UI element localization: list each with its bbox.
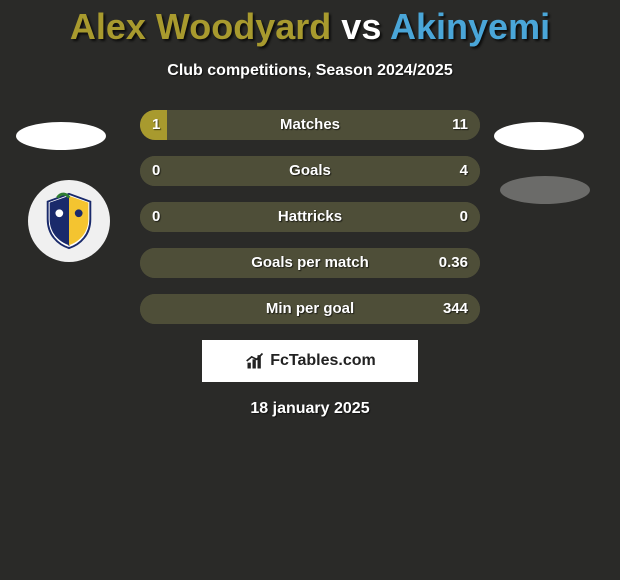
bar-label: Min per goal	[140, 294, 480, 324]
date-label: 18 january 2025	[0, 400, 620, 418]
club-crest	[28, 180, 110, 262]
brand-text: FcTables.com	[270, 352, 376, 370]
brand-footer: FcTables.com	[202, 340, 418, 382]
bar-row: Min per goal344	[140, 294, 480, 324]
bar-label: Hattricks	[140, 202, 480, 232]
badge-left-top	[16, 122, 106, 150]
bar-value-left: 0	[152, 156, 160, 186]
bar-label: Matches	[140, 110, 480, 140]
bar-row: Goals0 4	[140, 156, 480, 186]
bar-row: Hattricks0 0	[140, 202, 480, 232]
title-player2: Akinyemi	[390, 6, 550, 47]
bar-value-right: 0.36	[439, 248, 468, 278]
shield-icon	[38, 190, 100, 252]
bar-value-left: 1	[152, 110, 160, 140]
subtitle: Club competitions, Season 2024/2025	[0, 62, 620, 80]
bar-value-right: 344	[443, 294, 468, 324]
badge-right-mid	[500, 176, 590, 204]
chart-icon	[244, 351, 266, 371]
badge-right-top	[494, 122, 584, 150]
bar-label: Goals	[140, 156, 480, 186]
title-vs: vs	[341, 6, 381, 47]
page-title: Alex Woodyard vs Akinyemi	[0, 0, 620, 48]
title-player1: Alex Woodyard	[70, 6, 331, 47]
bar-row: Matches111	[140, 110, 480, 140]
bar-row: Goals per match0.36	[140, 248, 480, 278]
bar-value-right: 0	[460, 202, 468, 232]
bar-label: Goals per match	[140, 248, 480, 278]
comparison-bars: Matches111Goals04Hattricks00Goals per ma…	[140, 110, 480, 324]
bar-value-left: 0	[152, 202, 160, 232]
bar-value-right: 11	[452, 110, 468, 140]
bar-value-right: 4	[460, 156, 468, 186]
